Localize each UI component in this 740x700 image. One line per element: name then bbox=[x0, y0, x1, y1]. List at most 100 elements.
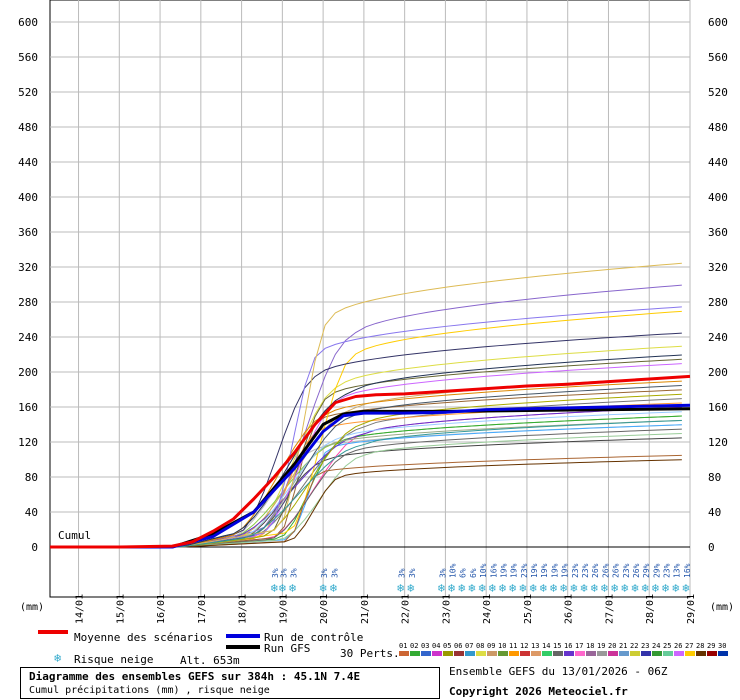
x-date-label: 19/01 bbox=[278, 594, 289, 624]
y-tick-label-left: 440 bbox=[18, 156, 38, 169]
snowflake-icon: ❄ bbox=[529, 581, 536, 595]
snow-percent-label: 16% bbox=[489, 563, 498, 578]
snowflake-icon: ❄ bbox=[570, 581, 577, 595]
snow-percent-label: 26% bbox=[612, 563, 621, 578]
snow-percent-label: 26% bbox=[601, 563, 610, 578]
perturbation-id: 01 bbox=[399, 642, 407, 650]
snowflake-icon: ❄ bbox=[580, 581, 587, 595]
snowflake-icon: ❄ bbox=[330, 581, 337, 595]
y-tick-label-right: 440 bbox=[708, 156, 728, 169]
snowflake-icon: ❄ bbox=[320, 581, 327, 595]
perturbation-id: 16 bbox=[564, 642, 572, 650]
snow-percent-label: 23% bbox=[622, 563, 631, 578]
cumul-label: Cumul bbox=[58, 529, 92, 542]
perturbation-id: 19 bbox=[597, 642, 605, 650]
perturbation-swatch bbox=[410, 651, 420, 656]
y-tick-label-left: 600 bbox=[18, 16, 38, 29]
snow-percent-label: 19% bbox=[530, 563, 539, 578]
snow-percent-label: 19% bbox=[561, 563, 570, 578]
perturbation-swatch bbox=[443, 651, 453, 656]
snowflake-icon: ❄ bbox=[509, 581, 516, 595]
y-tick-label-left: 520 bbox=[18, 86, 38, 99]
mean-legend-label: Moyenne des scénarios bbox=[74, 631, 214, 644]
snowflake-icon: ❄ bbox=[289, 581, 296, 595]
altitude-label: Alt. 653m bbox=[180, 654, 240, 667]
x-date-label: 15/01 bbox=[115, 594, 126, 624]
perturbation-swatch bbox=[509, 651, 519, 656]
y-tick-label-right: 80 bbox=[708, 471, 721, 484]
perturbation-swatch bbox=[608, 651, 618, 656]
y-tick-label-right: 280 bbox=[708, 296, 728, 309]
x-date-label: 28/01 bbox=[645, 594, 656, 624]
perturbation-id: 24 bbox=[652, 642, 660, 650]
y-tick-label-right: 320 bbox=[708, 261, 728, 274]
snow-percent-label: 3% bbox=[408, 568, 417, 578]
perturbation-id: 27 bbox=[685, 642, 693, 650]
perturbation-id: 09 bbox=[487, 642, 495, 650]
snowflake-icon: ❄ bbox=[560, 581, 567, 595]
snowflake-icon: ❄ bbox=[631, 581, 638, 595]
x-date-label: 24/01 bbox=[482, 594, 493, 624]
perturbation-swatch bbox=[542, 651, 552, 656]
snow-percent-label: 6% bbox=[469, 568, 478, 578]
snow-percent-label: 10% bbox=[479, 563, 488, 578]
snowflake-icon: ❄ bbox=[601, 581, 608, 595]
perturbation-id: 12 bbox=[520, 642, 528, 650]
perturbation-id: 22 bbox=[630, 642, 638, 650]
perturbation-swatch bbox=[685, 651, 695, 656]
copyright: Copyright 2026 Meteociel.fr bbox=[449, 685, 628, 698]
x-date-label: 27/01 bbox=[604, 594, 615, 624]
perturbation-id: 15 bbox=[553, 642, 561, 650]
snowflake-icon: ❄ bbox=[458, 581, 465, 595]
perturbation-id: 17 bbox=[575, 642, 583, 650]
y-unit-right: (mm) bbox=[710, 602, 734, 613]
perturbation-swatch bbox=[454, 651, 464, 656]
perturbation-swatch bbox=[718, 651, 728, 656]
title-box: Diagramme des ensembles GEFS sur 384h : … bbox=[20, 667, 440, 699]
x-date-label: 14/01 bbox=[75, 594, 86, 624]
x-date-label: 21/01 bbox=[360, 594, 371, 624]
snow-percent-label: 29% bbox=[652, 563, 661, 578]
snowflake-icon: ❄ bbox=[438, 581, 445, 595]
snowflake-icon: ❄ bbox=[591, 581, 598, 595]
perturbation-id: 23 bbox=[641, 642, 649, 650]
snow-percent-label: 3% bbox=[271, 568, 280, 578]
y-unit-left: (mm) bbox=[20, 602, 44, 613]
gfs-legend-swatch bbox=[226, 645, 260, 649]
perturbation-swatch bbox=[399, 651, 409, 656]
snow-percent-label: 3% bbox=[290, 568, 299, 578]
snow-percent-label: 19% bbox=[510, 563, 519, 578]
snowflake-icon: ❄ bbox=[397, 581, 404, 595]
y-tick-label-right: 560 bbox=[708, 51, 728, 64]
x-date-label: 16/01 bbox=[156, 594, 167, 624]
perturbation-swatch bbox=[520, 651, 530, 656]
snow-percent-label: 16% bbox=[683, 563, 692, 578]
perturbation-swatch bbox=[564, 651, 574, 656]
perturbation-swatch bbox=[663, 651, 673, 656]
snowflake-icon: ❄ bbox=[489, 581, 496, 595]
perturbation-id: 08 bbox=[476, 642, 484, 650]
mean-line bbox=[50, 374, 691, 549]
snowflake-icon: ❄ bbox=[407, 581, 414, 595]
perturbation-swatch bbox=[674, 651, 684, 656]
perturbation-id: 18 bbox=[586, 642, 594, 650]
perturbation-id: 21 bbox=[619, 642, 627, 650]
perturbation-swatch bbox=[421, 651, 431, 656]
snow-percent-label: 29% bbox=[642, 563, 651, 578]
snow-percent-label: 3% bbox=[330, 568, 339, 578]
control-line bbox=[50, 403, 691, 549]
snowflake-icon: ❄ bbox=[468, 581, 475, 595]
perturbation-swatch bbox=[597, 651, 607, 656]
snow-percent-label: 3% bbox=[279, 568, 288, 578]
mean-legend-swatch bbox=[38, 630, 68, 634]
y-tick-label-right: 0 bbox=[708, 541, 715, 554]
y-tick-label-right: 240 bbox=[708, 331, 728, 344]
y-tick-label-right: 360 bbox=[708, 226, 728, 239]
perturbation-id: 20 bbox=[608, 642, 616, 650]
y-tick-label-right: 160 bbox=[708, 401, 728, 414]
snowflake-icon: ❄ bbox=[611, 581, 618, 595]
x-date-label: 17/01 bbox=[197, 594, 208, 624]
snow-percent-label: 23% bbox=[571, 563, 580, 578]
chart-title: Diagramme des ensembles GEFS sur 384h : … bbox=[29, 670, 361, 683]
y-tick-label-left: 360 bbox=[18, 226, 38, 239]
